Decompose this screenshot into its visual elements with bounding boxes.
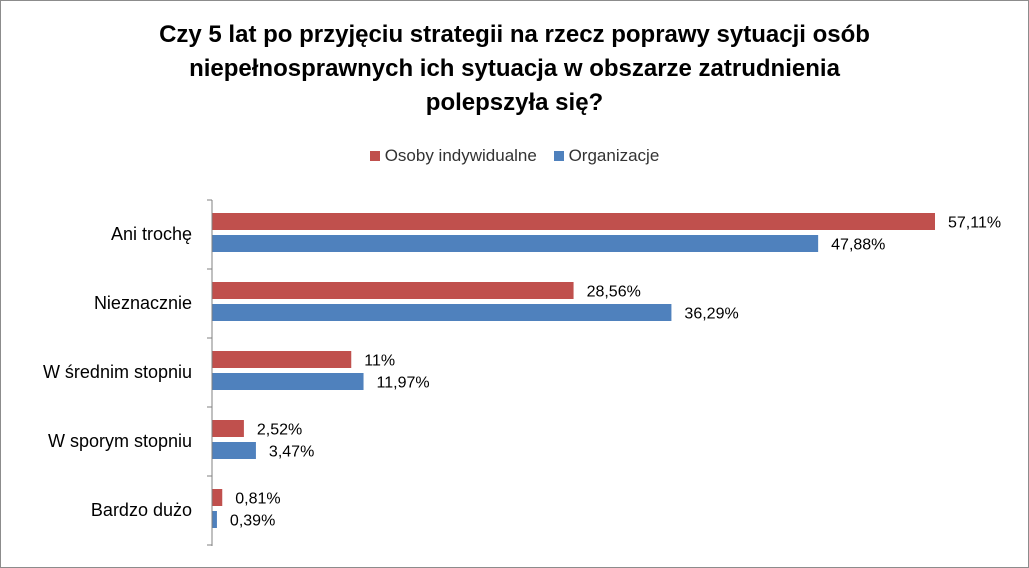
category-label-bardzo-duzo: Bardzo dużo — [91, 500, 192, 520]
value-label-organizacje-w-sporym-stopniu: 3,47% — [269, 444, 314, 461]
value-label-organizacje-w-srednim-stopniu: 11,97% — [377, 375, 430, 392]
bar-organizacje-bardzo-duzo — [212, 511, 217, 528]
legend-label-osoby-indywidualne: Osoby indywidualne — [384, 146, 537, 165]
legend-item-organizacje: Organizacje — [553, 146, 660, 166]
bar-osoby-indywidualne-ani-troche — [212, 213, 935, 230]
category-label-nieznacznie: Nieznacznie — [94, 293, 192, 313]
bar-organizacje-w-sporym-stopniu — [212, 442, 256, 459]
chart-title: Czy 5 lat po przyjęciu strategii na rzec… — [0, 18, 1029, 120]
value-label-osoby-indywidualne-w-srednim-stopniu: 11% — [364, 353, 395, 370]
value-label-osoby-indywidualne-bardzo-duzo: 0,81% — [235, 491, 280, 508]
chart-title-line-3: polepszyła się? — [425, 89, 604, 116]
bar-organizacje-nieznacznie — [212, 304, 672, 321]
legend-label-organizacje: Organizacje — [568, 146, 660, 165]
value-label-osoby-indywidualne-nieznacznie: 28,56% — [587, 284, 641, 301]
bar-osoby-indywidualne-w-sporym-stopniu — [212, 420, 244, 437]
bar-organizacje-ani-troche — [212, 235, 819, 252]
category-label-w-sporym-stopniu: W sporym stopniu — [48, 431, 192, 451]
bar-osoby-indywidualne-w-srednim-stopniu — [212, 351, 352, 368]
value-label-organizacje-ani-troche: 47,88% — [831, 237, 885, 254]
legend: Osoby indywidualne Organizacje — [0, 146, 1029, 166]
category-label-ani-troche: Ani trochę — [111, 224, 192, 244]
legend-swatch-organizacje — [553, 151, 564, 161]
bar-osoby-indywidualne-bardzo-duzo — [212, 489, 223, 506]
legend-swatch-osoby-indywidualne — [369, 151, 380, 161]
bar-osoby-indywidualne-nieznacznie — [212, 282, 574, 299]
legend-item-osoby-indywidualne: Osoby indywidualne — [369, 146, 537, 166]
bar-organizacje-w-srednim-stopniu — [212, 373, 364, 390]
value-label-organizacje-bardzo-duzo: 0,39% — [230, 513, 275, 530]
category-label-w-srednim-stopniu: W średnim stopniu — [43, 362, 192, 382]
value-label-osoby-indywidualne-ani-troche: 57,11% — [948, 215, 1001, 232]
chart-title-line-2: niepełnosprawnych ich sytuacja w obszarz… — [189, 55, 840, 82]
chart-title-line-1: Czy 5 lat po przyjęciu strategii na rzec… — [159, 21, 870, 48]
value-label-organizacje-nieznacznie: 36,29% — [684, 306, 738, 323]
value-label-osoby-indywidualne-w-sporym-stopniu: 2,52% — [257, 422, 302, 439]
